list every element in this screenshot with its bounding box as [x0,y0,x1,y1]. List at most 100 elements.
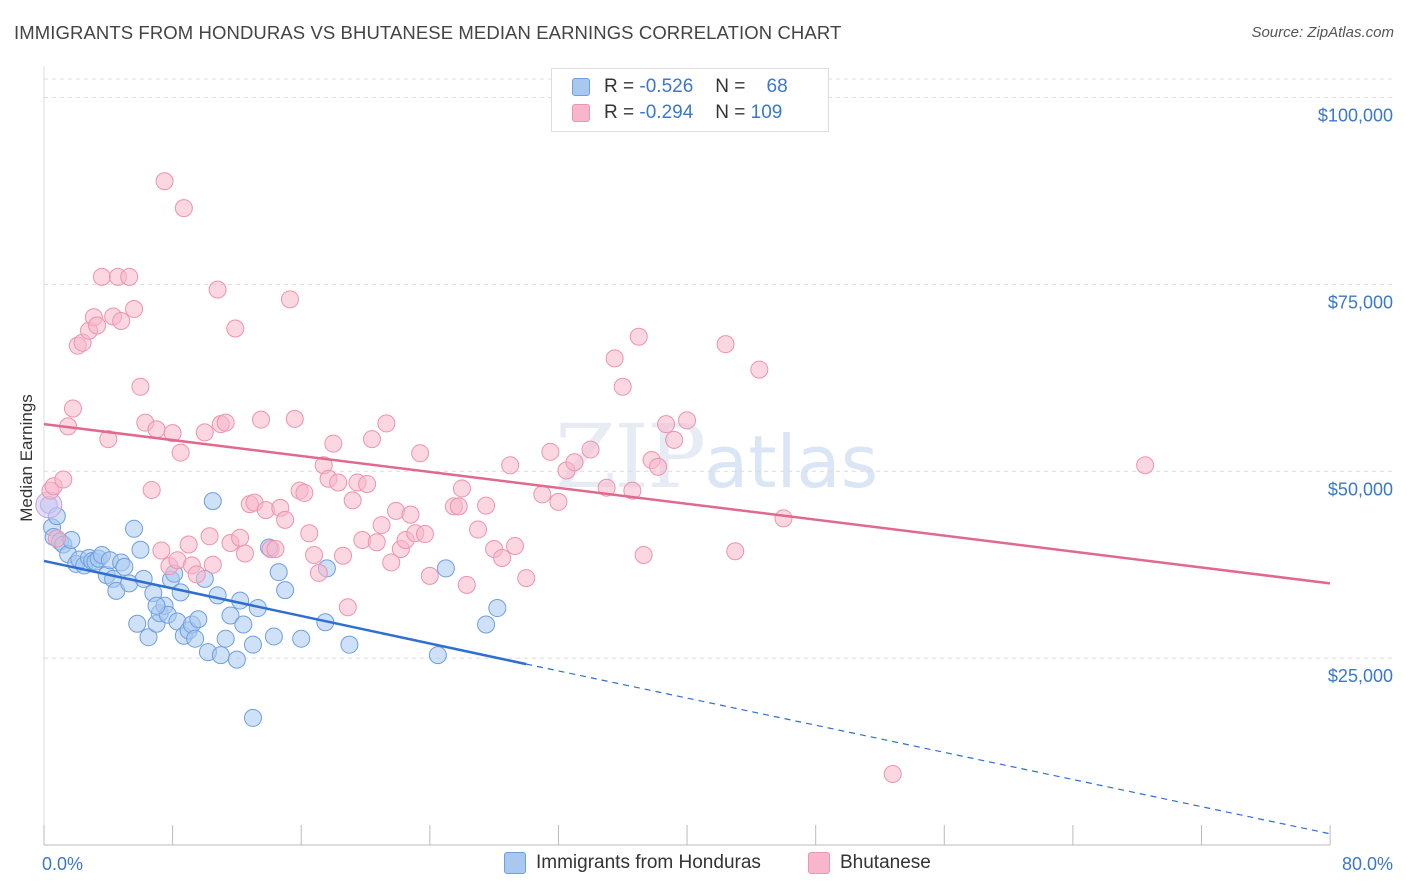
watermark-atlas: atlas [704,420,879,504]
point-bhutanese [452,479,471,498]
series-bhutanese [41,172,1155,783]
point-bhutanese [305,545,324,564]
point-bhutanese [266,539,285,558]
point-bhutanese [372,516,391,535]
point-bhutanese [726,542,745,561]
y-tick-label: $25,000 [1328,666,1393,686]
point-honduras [227,650,246,669]
point-bhutanese [1136,456,1155,475]
point-bhutanese [565,453,584,472]
point-bhutanese [187,565,206,584]
bottom-legend-swatch-honduras [504,852,526,874]
point-bhutanese [92,267,111,286]
point-honduras [292,629,311,648]
correlation-legend: R = -0.526 N = 68 R = -0.294 N = 109 [551,68,829,132]
point-bhutanese [324,434,343,453]
point-bhutanese [231,528,250,547]
point-honduras [243,708,262,727]
legend-r-label: R = [604,102,635,123]
point-bhutanese [333,546,352,565]
point-bhutanese [147,420,166,439]
point-bhutanese [343,491,362,510]
trend-bhutanese [43,422,1331,585]
point-honduras [203,492,222,511]
point-honduras [269,563,288,582]
point-bhutanese [131,377,150,396]
point-bhutanese [449,497,468,516]
point-bhutanese [517,569,536,588]
point-bhutanese [678,411,696,430]
point-bhutanese [716,335,735,354]
y-tick-label: $100,000 [1318,106,1393,126]
point-bhutanese [597,478,616,497]
point-honduras [436,559,455,578]
x-tick-label: 0.0% [42,854,83,874]
point-honduras [125,519,144,538]
point-bhutanese [142,480,161,499]
point-bhutanese [549,492,568,511]
point-honduras [243,635,262,654]
x-tick-label: 80.0% [1342,854,1393,874]
point-bhutanese [477,496,496,515]
point-bhutanese [362,430,381,449]
legend-row-honduras: R = -0.526 N = 68 [572,74,788,100]
legend-swatch-honduras [572,78,590,96]
point-honduras [189,610,208,629]
point-bhutanese [613,377,632,396]
point-bhutanese [54,470,73,489]
point-bhutanese [163,424,182,443]
point-bhutanese [120,267,139,286]
point-honduras [134,569,153,588]
point-bhutanese [533,485,552,504]
point-bhutanese [152,541,171,560]
point-bhutanese [581,440,600,459]
point-bhutanese [63,399,82,418]
legend-n-value: 68 [766,76,788,97]
point-bhutanese [252,410,271,429]
point-bhutanese [401,505,420,524]
gridlines [44,78,1392,659]
legend-r-value: -0.526 [639,76,694,97]
y-tick-label: $50,000 [1328,479,1393,499]
point-honduras [131,540,150,559]
point-bhutanese [171,443,190,462]
point-bhutanese [280,290,299,309]
point-bhutanese [125,300,144,319]
point-bhutanese [457,575,476,594]
point-honduras [147,596,166,615]
point-honduras [186,629,205,648]
point-bhutanese [883,764,902,783]
point-bhutanese [99,430,118,449]
point-honduras [216,629,235,648]
legend-swatch-bhutanese [572,104,590,122]
legend-r-label: R = [604,76,635,97]
point-bhutanese [541,442,560,461]
point-bhutanese [649,457,668,476]
legend-row-bhutanese: R = -0.294 N = 109 [572,100,782,126]
point-bhutanese [216,413,235,432]
point-bhutanese [493,548,512,567]
bottom-legend-label-bhutanese: Bhutanese [840,852,931,873]
point-bhutanese [200,527,219,546]
point-honduras [211,646,230,665]
point-bhutanese [208,280,227,299]
bottom-legend-honduras[interactable]: Immigrants from Honduras [504,852,761,874]
point-honduras [477,615,496,634]
axes [43,66,1331,846]
point-honduras [276,581,295,600]
point-bhutanese [382,553,401,572]
bottom-legend-swatch-bhutanese [808,852,830,874]
bottom-legend-label-honduras: Immigrants from Honduras [536,852,761,873]
point-honduras [128,614,147,633]
point-bhutanese [112,312,131,331]
point-honduras [428,646,447,665]
trend-honduras [43,559,527,666]
y-axis-title: Median Earnings [17,394,36,522]
point-honduras [264,627,283,646]
point-honduras [340,635,359,654]
point-honduras [221,606,240,625]
bottom-legend-bhutanese[interactable]: Bhutanese [808,852,931,874]
point-bhutanese [285,409,304,428]
point-bhutanese [774,509,793,528]
point-bhutanese [309,563,328,582]
